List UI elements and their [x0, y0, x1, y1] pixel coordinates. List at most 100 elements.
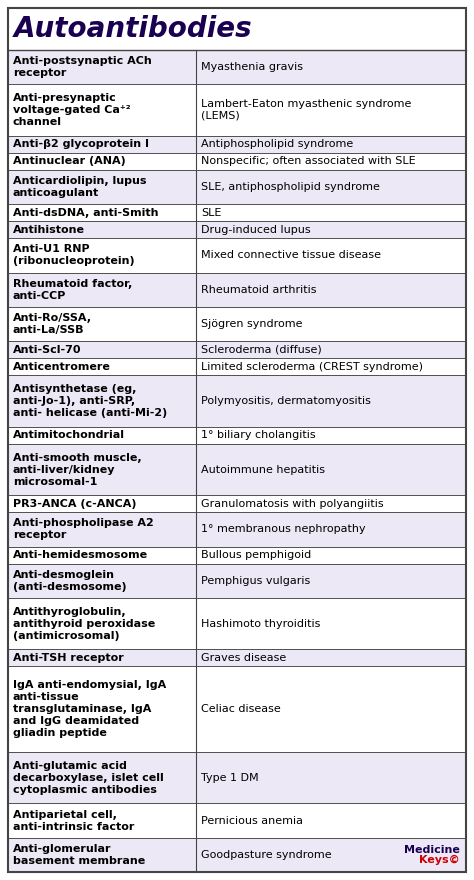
Bar	[8, 838, 196, 872]
Text: PR3-ANCA (c-ANCA): PR3-ANCA (c-ANCA)	[13, 499, 137, 509]
Text: Rheumatoid factor,
anti-CCP: Rheumatoid factor, anti-CCP	[13, 279, 132, 301]
Text: Antithyroglobulin,
antithyroid peroxidase
(antimicrosomal): Antithyroglobulin, antithyroid peroxidas…	[13, 606, 155, 641]
Bar	[196, 546, 466, 564]
Text: Anti-Ro/SSA,
anti-La/SSB: Anti-Ro/SSA, anti-La/SSB	[13, 313, 92, 335]
Bar	[8, 84, 196, 136]
Text: Antimitochondrial: Antimitochondrial	[13, 430, 125, 440]
Bar	[196, 803, 466, 838]
Text: Anti-dsDNA, anti-Smith: Anti-dsDNA, anti-Smith	[13, 208, 158, 217]
Bar	[8, 444, 196, 495]
Bar	[8, 221, 196, 238]
Bar	[8, 564, 196, 598]
Text: Hashimoto thyroiditis: Hashimoto thyroiditis	[201, 619, 320, 628]
Text: Antihistone: Antihistone	[13, 224, 85, 235]
Text: Drug-induced lupus: Drug-induced lupus	[201, 224, 310, 235]
Bar	[196, 238, 466, 273]
Text: Autoantibodies: Autoantibodies	[14, 15, 253, 43]
Text: Anti-presynaptic
voltage-gated Ca⁺²
channel: Anti-presynaptic voltage-gated Ca⁺² chan…	[13, 93, 131, 127]
Text: Limited scleroderma (CREST syndrome): Limited scleroderma (CREST syndrome)	[201, 362, 423, 372]
Text: Anti-phospholipase A2
receptor: Anti-phospholipase A2 receptor	[13, 518, 154, 540]
Bar	[8, 598, 196, 649]
Text: Anti-U1 RNP
(ribonucleoprotein): Anti-U1 RNP (ribonucleoprotein)	[13, 245, 135, 267]
Bar	[196, 649, 466, 666]
Bar	[196, 50, 466, 84]
Bar	[196, 84, 466, 136]
Text: Anticentromere: Anticentromere	[13, 362, 111, 372]
Text: Scleroderma (diffuse): Scleroderma (diffuse)	[201, 345, 321, 355]
Bar	[196, 444, 466, 495]
Bar	[196, 153, 466, 170]
Text: Rheumatoid arthritis: Rheumatoid arthritis	[201, 285, 316, 295]
Bar	[196, 512, 466, 546]
Bar	[8, 546, 196, 564]
Bar	[196, 136, 466, 153]
Bar	[196, 273, 466, 307]
Text: Anticardiolipin, lupus
anticoagulant: Anticardiolipin, lupus anticoagulant	[13, 176, 146, 198]
Bar	[196, 838, 466, 872]
Bar	[8, 8, 466, 50]
Text: Nonspecific; often associated with SLE: Nonspecific; often associated with SLE	[201, 157, 415, 166]
Bar	[196, 752, 466, 803]
Text: Graves disease: Graves disease	[201, 653, 286, 663]
Text: Pernicious anemia: Pernicious anemia	[201, 816, 303, 825]
Text: Anti-β2 glycoprotein I: Anti-β2 glycoprotein I	[13, 139, 149, 150]
Bar	[8, 341, 196, 358]
Bar	[196, 221, 466, 238]
Bar	[8, 204, 196, 221]
Bar	[196, 307, 466, 341]
Bar	[196, 564, 466, 598]
Text: Sjögren syndrome: Sjögren syndrome	[201, 319, 302, 329]
Text: Autoimmune hepatitis: Autoimmune hepatitis	[201, 465, 325, 474]
Bar	[8, 153, 196, 170]
Text: Anti-postsynaptic ACh
receptor: Anti-postsynaptic ACh receptor	[13, 56, 152, 78]
Text: Anti-hemidesmosome: Anti-hemidesmosome	[13, 550, 148, 561]
Text: Anti-glutamic acid
decarboxylase, islet cell
cytoplasmic antibodies: Anti-glutamic acid decarboxylase, islet …	[13, 761, 164, 795]
Bar	[8, 376, 196, 427]
Text: Keys©: Keys©	[419, 855, 460, 865]
Bar	[196, 204, 466, 221]
Bar	[8, 427, 196, 444]
Bar	[8, 170, 196, 204]
Text: Antinuclear (ANA): Antinuclear (ANA)	[13, 157, 126, 166]
Text: IgA anti-endomysial, IgA
anti-tissue
transglutaminase, IgA
and IgG deamidated
gl: IgA anti-endomysial, IgA anti-tissue tra…	[13, 680, 166, 738]
Bar	[8, 512, 196, 546]
Bar	[196, 666, 466, 752]
Text: 1° membranous nephropathy: 1° membranous nephropathy	[201, 524, 365, 534]
Text: Goodpasture syndrome: Goodpasture syndrome	[201, 850, 331, 860]
Text: Anti-desmoglein
(anti-desmosome): Anti-desmoglein (anti-desmosome)	[13, 570, 127, 592]
Text: 1° biliary cholangitis: 1° biliary cholangitis	[201, 430, 315, 440]
Bar	[8, 136, 196, 153]
Bar	[8, 273, 196, 307]
Bar	[196, 495, 466, 512]
Text: Celiac disease: Celiac disease	[201, 704, 281, 715]
Bar	[8, 238, 196, 273]
Text: Mixed connective tissue disease: Mixed connective tissue disease	[201, 251, 381, 260]
Bar	[196, 170, 466, 204]
Bar	[8, 50, 196, 84]
Text: SLE: SLE	[201, 208, 221, 217]
Text: SLE, antiphospholipid syndrome: SLE, antiphospholipid syndrome	[201, 182, 380, 192]
Text: Anti-TSH receptor: Anti-TSH receptor	[13, 653, 124, 663]
Bar	[8, 649, 196, 666]
Bar	[8, 307, 196, 341]
Text: Anti-smooth muscle,
anti-liver/kidney
microsomal-1: Anti-smooth muscle, anti-liver/kidney mi…	[13, 452, 142, 487]
Text: Pemphigus vulgaris: Pemphigus vulgaris	[201, 576, 310, 586]
Bar	[196, 598, 466, 649]
Text: Type 1 DM: Type 1 DM	[201, 773, 258, 783]
Bar	[8, 752, 196, 803]
Text: Myasthenia gravis: Myasthenia gravis	[201, 62, 303, 72]
Bar	[8, 666, 196, 752]
Text: Lambert-Eaton myasthenic syndrome
(LEMS): Lambert-Eaton myasthenic syndrome (LEMS)	[201, 99, 411, 121]
Text: Antisynthetase (eg,
anti-Jo-1), anti-SRP,
anti- helicase (anti-Mi-2): Antisynthetase (eg, anti-Jo-1), anti-SRP…	[13, 384, 167, 418]
Bar	[196, 341, 466, 358]
Text: Bullous pemphigoid: Bullous pemphigoid	[201, 550, 311, 561]
Text: Anti-glomerular
basement membrane: Anti-glomerular basement membrane	[13, 844, 145, 866]
Text: Anti-Scl-70: Anti-Scl-70	[13, 345, 82, 355]
Bar	[196, 358, 466, 376]
Bar	[196, 376, 466, 427]
Text: Antiparietal cell,
anti-intrinsic factor: Antiparietal cell, anti-intrinsic factor	[13, 810, 134, 832]
Bar	[8, 803, 196, 838]
Bar	[196, 427, 466, 444]
Text: Medicine: Medicine	[404, 845, 460, 854]
Bar	[8, 495, 196, 512]
